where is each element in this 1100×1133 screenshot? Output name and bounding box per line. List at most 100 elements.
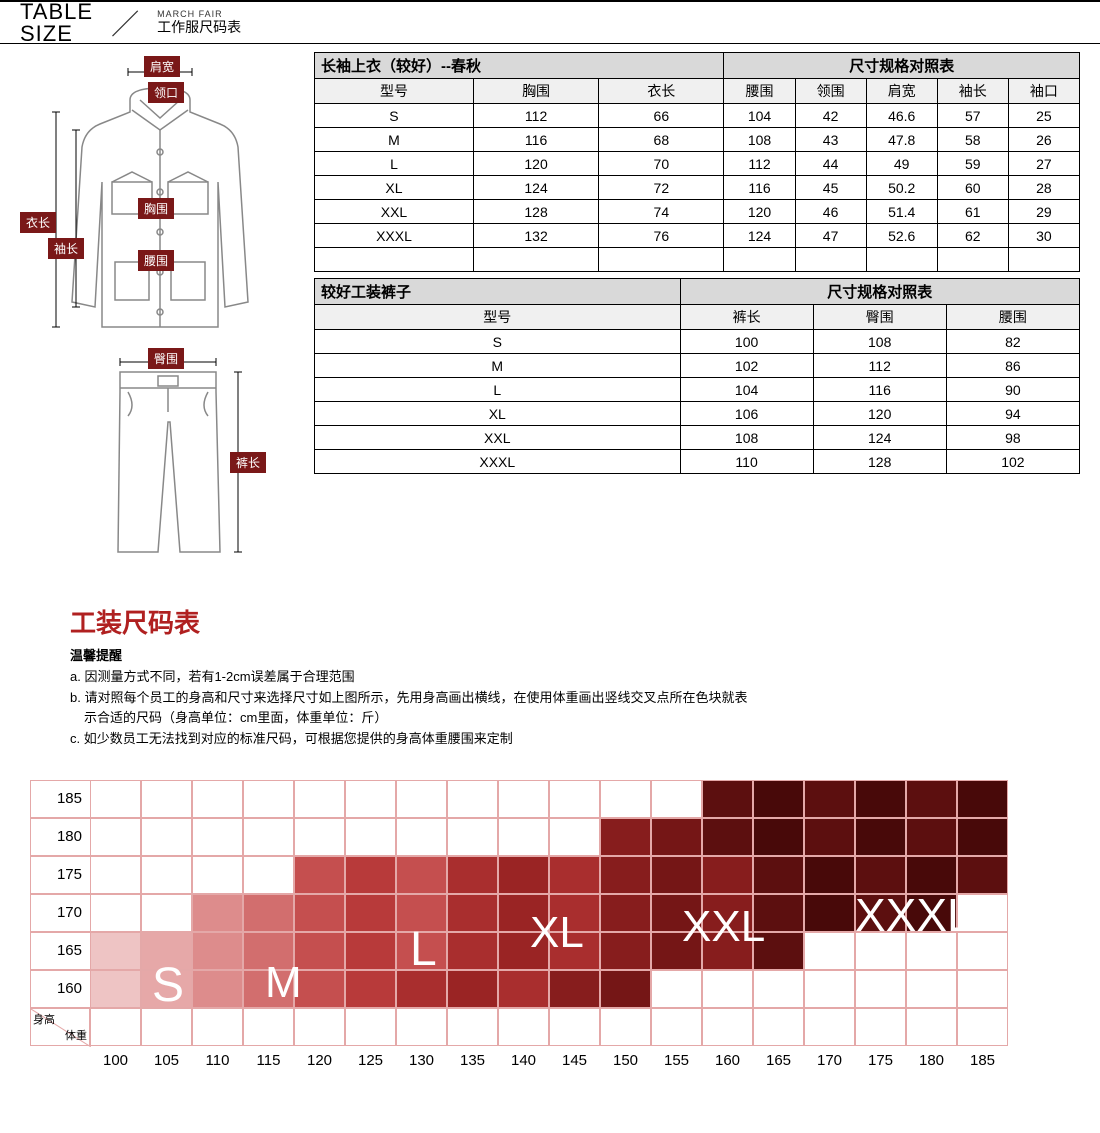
chart-cell	[702, 856, 753, 894]
top-section: 肩宽 领口 衣长 袖长 胸围 腰围 臀围 裤长 长袖上衣（较好）--春秋尺寸规格…	[0, 44, 1100, 587]
chart-row: 165	[30, 932, 1070, 970]
chart-cell	[141, 818, 192, 856]
chart-x-tick: 185	[957, 1052, 1008, 1069]
chart-cell	[498, 970, 549, 1008]
chart-cell	[855, 1008, 906, 1046]
chart-cell	[957, 1008, 1008, 1046]
chart-cell	[192, 932, 243, 970]
chart-cell	[549, 970, 600, 1008]
chart-y-label: 185	[30, 780, 90, 818]
chart-cell	[549, 780, 600, 818]
chart-cell	[141, 932, 192, 970]
size-heatmap-chart: 185180175170165160身高体重SMLXLXXLXXXL 10010…	[0, 750, 1100, 1099]
chart-x-tick: 120	[294, 1052, 345, 1069]
chart-cell	[294, 780, 345, 818]
table-row: S112661044246.65725	[315, 104, 1080, 128]
chart-cell	[600, 780, 651, 818]
chart-cell	[600, 818, 651, 856]
chart-cell	[549, 856, 600, 894]
chart-cell	[447, 1008, 498, 1046]
chart-cell	[498, 932, 549, 970]
chart-cell	[243, 818, 294, 856]
chart-cell	[702, 894, 753, 932]
chart-cell	[90, 818, 141, 856]
chart-x-tick: 170	[804, 1052, 855, 1069]
chart-cell	[345, 856, 396, 894]
chart-cell	[294, 818, 345, 856]
chart-cell	[753, 780, 804, 818]
chart-cell	[90, 856, 141, 894]
chart-cell	[804, 1008, 855, 1046]
table-header: 领围	[795, 79, 866, 104]
chart-cell	[294, 894, 345, 932]
chart-cell	[90, 970, 141, 1008]
chart-x-tick: 130	[396, 1052, 447, 1069]
chart-cell	[600, 1008, 651, 1046]
notes-block: 温馨提醒 a. 因测量方式不同，若有1-2cm误差属于合理范围 b. 请对照每个…	[0, 646, 1100, 750]
chart-cell	[498, 856, 549, 894]
chart-cell	[906, 932, 957, 970]
table-header: 腰围	[724, 79, 795, 104]
chart-cell	[855, 856, 906, 894]
table-row: M116681084347.85826	[315, 128, 1080, 152]
chart-cell	[345, 780, 396, 818]
chart-cell	[345, 894, 396, 932]
chart-cell	[651, 970, 702, 1008]
chart-cell	[600, 970, 651, 1008]
chart-x-tick: 180	[906, 1052, 957, 1069]
chart-x-tick: 175	[855, 1052, 906, 1069]
chart-x-tick: 140	[498, 1052, 549, 1069]
chart-cell	[957, 818, 1008, 856]
chart-cell	[855, 932, 906, 970]
chart-cell	[396, 856, 447, 894]
table-row: XL124721164550.26028	[315, 176, 1080, 200]
table-row: XXXL110128102	[315, 450, 1080, 474]
table-header: 肩宽	[866, 79, 937, 104]
chart-cell	[702, 970, 753, 1008]
table-row: XL10612094	[315, 402, 1080, 426]
chart-cell	[753, 856, 804, 894]
chart-cell	[294, 932, 345, 970]
table-header: 裤长	[680, 305, 813, 330]
chart-cell	[753, 818, 804, 856]
chart-cell	[549, 818, 600, 856]
chart-cell	[192, 818, 243, 856]
label-chest: 胸围	[138, 198, 174, 219]
table-row: XXXL132761244752.66230	[315, 224, 1080, 248]
chart-cell	[804, 856, 855, 894]
chart-cell	[141, 970, 192, 1008]
chart-cell	[447, 932, 498, 970]
chart-axis-corner: 身高体重	[30, 1008, 90, 1046]
chart-y-label: 160	[30, 970, 90, 1008]
table-header: 型号	[315, 79, 474, 104]
table-header: 袖长	[937, 79, 1008, 104]
chart-cell	[549, 1008, 600, 1046]
chart-cell	[498, 894, 549, 932]
chart-cell	[600, 932, 651, 970]
chart-x-tick: 160	[702, 1052, 753, 1069]
chart-cell	[141, 1008, 192, 1046]
chart-cell	[651, 894, 702, 932]
chart-cell	[702, 932, 753, 970]
header-subtitle: MARCH FAIR 工作服尺码表	[157, 10, 241, 35]
table-row: XXL10812498	[315, 426, 1080, 450]
section-subtitle: 工装尺码表	[0, 587, 1100, 646]
chart-cell	[600, 856, 651, 894]
chart-cell	[906, 818, 957, 856]
chart-cell	[396, 818, 447, 856]
chart-cell	[957, 894, 1008, 932]
chart-cell	[498, 1008, 549, 1046]
chart-y-label: 180	[30, 818, 90, 856]
chart-cell	[90, 894, 141, 932]
table-header: 袖口	[1008, 79, 1079, 104]
chart-cell	[651, 932, 702, 970]
chart-cell	[600, 894, 651, 932]
chart-cell	[90, 780, 141, 818]
label-waist: 腰围	[138, 250, 174, 271]
chart-row: 160	[30, 970, 1070, 1008]
chart-cell	[192, 1008, 243, 1046]
chart-x-tick: 145	[549, 1052, 600, 1069]
chart-cell	[906, 780, 957, 818]
label-collar: 领口	[148, 82, 184, 103]
garment-diagram: 肩宽 领口 衣长 袖长 胸围 腰围 臀围 裤长	[20, 52, 300, 587]
